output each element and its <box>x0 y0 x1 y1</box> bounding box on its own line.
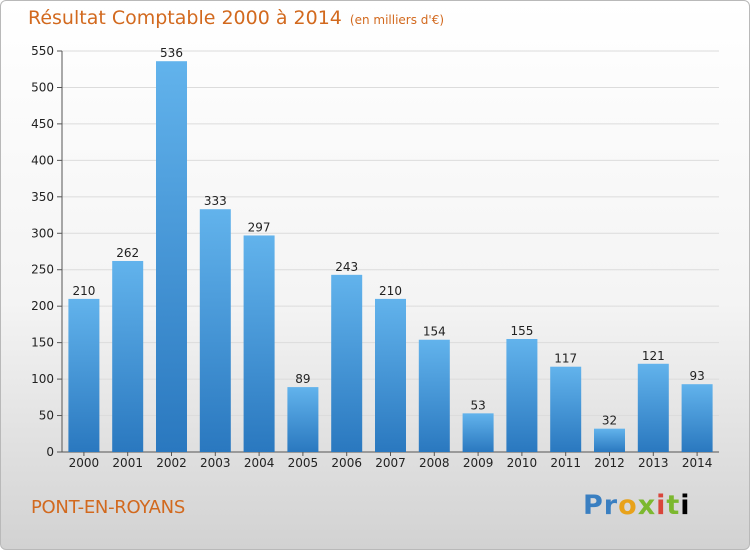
bar-value-label: 32 <box>602 414 617 428</box>
proxiti-logo: Proxiti <box>583 490 691 521</box>
y-tick-label: 400 <box>31 153 54 167</box>
y-tick-label: 100 <box>31 372 54 386</box>
bar-value-label: 262 <box>116 246 139 260</box>
x-tick-label: 2008 <box>419 456 450 470</box>
y-tick-label: 550 <box>31 44 54 58</box>
x-axis: 2000 2001 2002 2003 2004 2005 2006 2007 2008 2009… <box>69 452 713 470</box>
bar-2009 <box>462 413 494 452</box>
x-tick-label: 2010 <box>507 456 538 470</box>
bar-value-label: 93 <box>689 369 704 383</box>
y-tick-label: 500 <box>31 80 54 94</box>
bar-2010 <box>506 338 538 452</box>
y-tick-label: 200 <box>31 299 54 313</box>
x-tick-label: 2012 <box>594 456 625 470</box>
bar-value-label: 89 <box>295 372 310 386</box>
bar-2007 <box>375 298 406 452</box>
bar-2011 <box>550 366 582 452</box>
x-tick-label: 2004 <box>244 456 275 470</box>
x-tick-label: 2013 <box>638 456 669 470</box>
bar-2003 <box>199 209 231 452</box>
x-tick-label: 2002 <box>156 456 187 470</box>
y-tick-label: 0 <box>46 445 54 459</box>
bar-2012 <box>594 428 625 452</box>
bar-value-label: 536 <box>160 46 183 60</box>
x-tick-label: 2011 <box>550 456 581 470</box>
bar-2014 <box>681 384 713 452</box>
x-tick-label: 2007 <box>375 456 406 470</box>
x-tick-label: 2009 <box>463 456 494 470</box>
bar-2008 <box>418 339 450 452</box>
x-tick-label: 2000 <box>69 456 100 470</box>
y-tick-label: 50 <box>39 409 54 423</box>
bar-2001 <box>112 260 144 452</box>
bar-value-label: 121 <box>642 349 665 363</box>
x-tick-label: 2014 <box>682 456 713 470</box>
y-tick-label: 250 <box>31 263 54 277</box>
bar-value-label: 117 <box>554 352 577 366</box>
bar-2000 <box>68 298 100 452</box>
x-tick-label: 2001 <box>112 456 143 470</box>
bars: 210 262 536 333 297 89 243 210 154 53 155 117 32 121 9… <box>68 46 713 452</box>
bar-2004 <box>243 235 275 452</box>
x-tick-label: 2003 <box>200 456 231 470</box>
bar-2013 <box>637 363 669 452</box>
y-tick-label: 300 <box>31 226 54 240</box>
bar-value-label: 333 <box>204 194 227 208</box>
bar-value-label: 297 <box>248 220 271 234</box>
chart-title: Résultat Comptable 2000 à 2014 (en millie… <box>28 7 444 29</box>
bar-value-label: 210 <box>379 284 402 298</box>
city-name: PONT-EN-ROYANS <box>31 497 185 518</box>
y-tick-label: 350 <box>31 190 54 204</box>
bar-value-label: 53 <box>470 398 485 412</box>
y-tick-label: 150 <box>31 336 54 350</box>
bar-2002 <box>156 61 187 452</box>
chart-subtitle: (en milliers d'€) <box>349 13 445 27</box>
bar-2005 <box>287 387 319 452</box>
x-tick-label: 2005 <box>288 456 319 470</box>
y-tick-label: 450 <box>31 117 54 131</box>
x-tick-label: 2006 <box>331 456 362 470</box>
chart-title-text: Résultat Comptable 2000 à 2014 <box>28 7 342 29</box>
bar-2006 <box>331 274 363 452</box>
bar-value-label: 154 <box>423 325 446 339</box>
bar-value-label: 155 <box>510 324 533 338</box>
bar-value-label: 243 <box>335 260 358 274</box>
bar-value-label: 210 <box>72 284 95 298</box>
